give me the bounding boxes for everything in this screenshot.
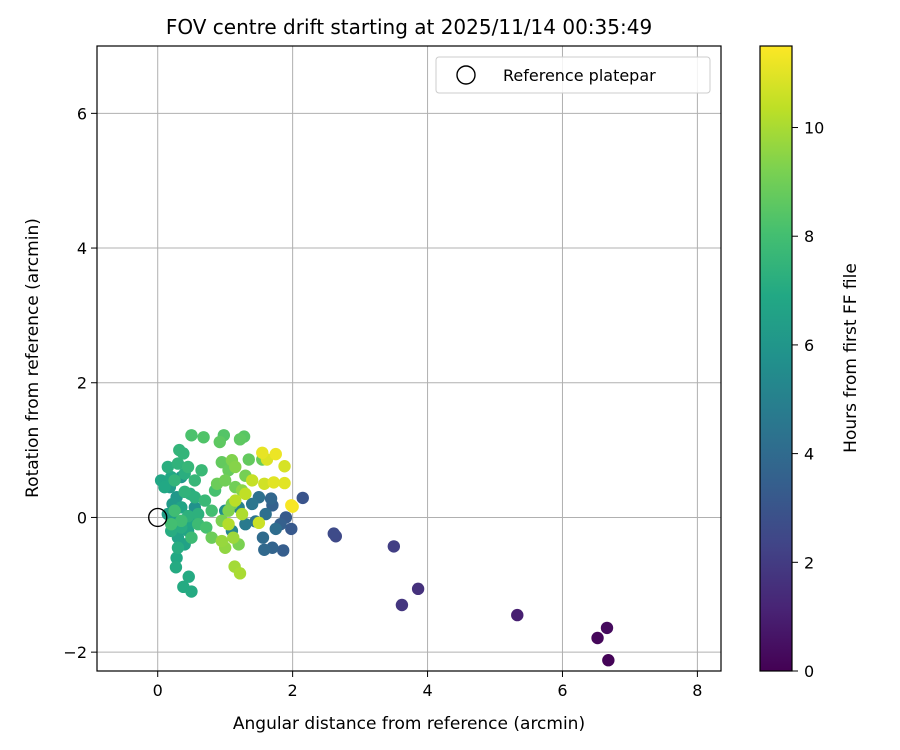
data-point: [165, 517, 178, 531]
data-point: [285, 522, 298, 536]
data-point: [252, 516, 266, 530]
data-point: [229, 460, 242, 474]
data-point: [229, 494, 242, 507]
data-point: [185, 429, 198, 442]
data-point: [161, 460, 175, 474]
data-point: [278, 460, 291, 473]
y-tick-label: 6: [77, 104, 87, 123]
data-point: [168, 474, 181, 487]
data-point: [233, 567, 247, 580]
data-point: [239, 517, 252, 531]
data-point: [258, 543, 271, 556]
data-point: [256, 531, 270, 544]
data-point: [269, 522, 282, 536]
data-point: [242, 453, 255, 466]
legend-marker-open-circle: [456, 65, 476, 85]
reference-marker: [148, 507, 168, 528]
data-point: [511, 608, 524, 622]
data-point: [168, 504, 181, 517]
data-point: [158, 480, 171, 494]
data-point: [264, 492, 278, 505]
y-axis-label: Rotation from reference (arcmin): [23, 218, 43, 498]
data-point: [256, 446, 269, 459]
data-point: [327, 527, 340, 540]
x-tick-label: 6: [557, 681, 567, 700]
data-point: [175, 514, 188, 528]
y-tick-label: −2: [63, 643, 87, 662]
data-point: [411, 582, 425, 596]
data-point: [269, 447, 282, 461]
data-point: [171, 541, 185, 554]
data-point: [222, 517, 235, 531]
x-axis-ticks: 0 2 4 6 8: [153, 671, 702, 700]
data-point: [188, 491, 202, 504]
data-point: [213, 435, 226, 449]
data-point: [200, 521, 213, 534]
data-point: [205, 531, 218, 544]
colorbar-tick-label: 0: [804, 662, 814, 681]
data-point: [235, 507, 249, 521]
reference-platepar-marker: [148, 507, 168, 528]
data-point: [188, 474, 202, 487]
data-point: [215, 534, 228, 548]
data-point: [182, 570, 195, 583]
x-tick-label: 8: [692, 681, 702, 700]
colorbar-tick-label: 2: [804, 553, 814, 572]
data-point: [181, 460, 195, 474]
plot-frame: [96, 45, 722, 672]
colorbar-label: Hours from first FF file: [841, 263, 861, 453]
x-tick-label: 2: [288, 681, 298, 700]
data-point: [245, 474, 259, 487]
data-point: [591, 631, 604, 645]
data-points: [154, 429, 615, 667]
data-point: [222, 504, 235, 517]
data-point: [191, 507, 205, 521]
legend-box: [435, 56, 711, 94]
y-tick-label: 2: [77, 374, 87, 393]
colorbar-tick-label: 4: [804, 445, 814, 464]
x-axis-label: Angular distance from reference (arcmin): [233, 714, 585, 734]
data-point: [278, 476, 291, 490]
y-axis-ticks: −2 0 2 4 6: [63, 104, 97, 662]
chart-title: FOV centre drift starting at 2025/11/14 …: [166, 15, 652, 39]
x-tick-label: 0: [153, 681, 163, 700]
data-point: [227, 531, 240, 544]
data-point: [602, 654, 615, 667]
colorbar: [759, 45, 793, 672]
data-point: [600, 621, 614, 635]
data-point: [171, 457, 185, 470]
colorbar-tick-label: 6: [804, 336, 814, 355]
data-point: [205, 504, 218, 517]
data-point: [185, 585, 198, 598]
data-point: [258, 477, 271, 490]
data-point: [267, 476, 280, 489]
y-tick-label: 0: [77, 508, 87, 527]
y-tick-label: 4: [77, 239, 87, 258]
data-point: [233, 433, 247, 446]
data-point: [218, 474, 232, 487]
colorbar-tick-label: 10: [804, 119, 824, 138]
data-point: [259, 507, 272, 521]
data-point: [178, 485, 191, 499]
data-point: [170, 551, 183, 565]
colorbar-tick-label: 8: [804, 227, 814, 246]
data-point: [245, 497, 259, 511]
data-point: [239, 487, 252, 501]
data-point: [198, 494, 212, 507]
data-point: [387, 540, 401, 553]
data-point: [177, 447, 190, 460]
data-point: [395, 598, 409, 612]
data-point: [185, 531, 198, 544]
x-tick-label: 4: [422, 681, 432, 700]
data-point: [276, 544, 290, 557]
legend-entry-label: Reference platepar: [503, 66, 656, 85]
data-point: [296, 491, 309, 505]
data-point: [285, 499, 298, 512]
legend: Reference platepar: [435, 56, 711, 94]
colorbar-ticks: 0 2 4 6 8 10: [792, 119, 824, 681]
data-point: [195, 464, 208, 477]
data-point: [197, 431, 210, 444]
data-point: [169, 561, 183, 574]
